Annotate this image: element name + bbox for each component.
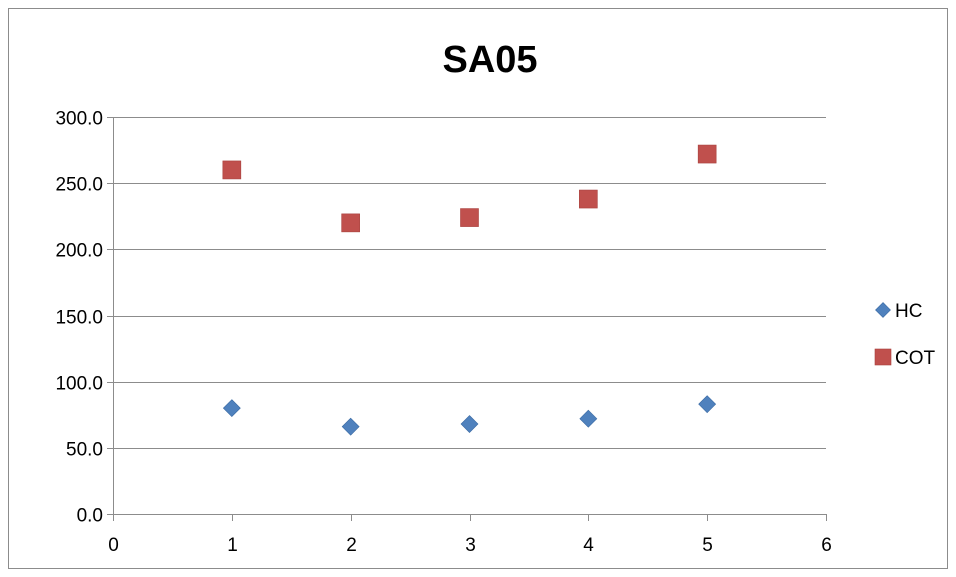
y-tick-label: 0.0 bbox=[77, 506, 103, 527]
point-hc bbox=[698, 395, 717, 414]
y-tick-label: 50.0 bbox=[66, 440, 103, 461]
legend-label-cot: COT bbox=[895, 348, 936, 369]
point-cot bbox=[579, 189, 598, 209]
legend-label-hc: HC bbox=[895, 301, 922, 322]
point-hc bbox=[460, 415, 479, 433]
point-cot bbox=[341, 213, 360, 233]
chart-title: SA05 bbox=[442, 39, 537, 81]
x-tick-label: 1 bbox=[227, 535, 238, 556]
y-tick-label: 250.0 bbox=[55, 175, 103, 196]
axis-layer bbox=[107, 117, 827, 521]
point-hc bbox=[341, 417, 360, 436]
point-cot bbox=[222, 160, 242, 180]
y-tick-label: 150.0 bbox=[55, 308, 103, 329]
y-tick-label: 200.0 bbox=[55, 241, 103, 262]
point-cot bbox=[460, 208, 479, 227]
grid-layer bbox=[113, 117, 826, 449]
x-tick-label: 2 bbox=[346, 535, 357, 556]
legend-marker-hc bbox=[875, 302, 891, 318]
data-points-layer bbox=[222, 144, 717, 436]
point-cot bbox=[697, 144, 717, 164]
point-hc bbox=[579, 409, 598, 428]
chart-border bbox=[8, 8, 948, 569]
x-tick-label: 4 bbox=[583, 535, 594, 556]
tick-labels-layer: 0.0 50.0 100.0 150.0 200.0 250.0 300.0 0 1 2 3 4 5 6 bbox=[55, 109, 831, 557]
legend: HC COT bbox=[874, 301, 936, 369]
x-tick-label: 0 bbox=[108, 535, 119, 556]
x-tick-label: 3 bbox=[465, 535, 476, 556]
legend-marker-cot bbox=[874, 348, 892, 366]
x-tick-label: 5 bbox=[702, 535, 713, 556]
point-hc bbox=[222, 399, 241, 418]
y-tick-label: 100.0 bbox=[55, 374, 103, 395]
y-tick-label: 300.0 bbox=[55, 109, 103, 130]
x-tick-label: 6 bbox=[821, 535, 832, 556]
